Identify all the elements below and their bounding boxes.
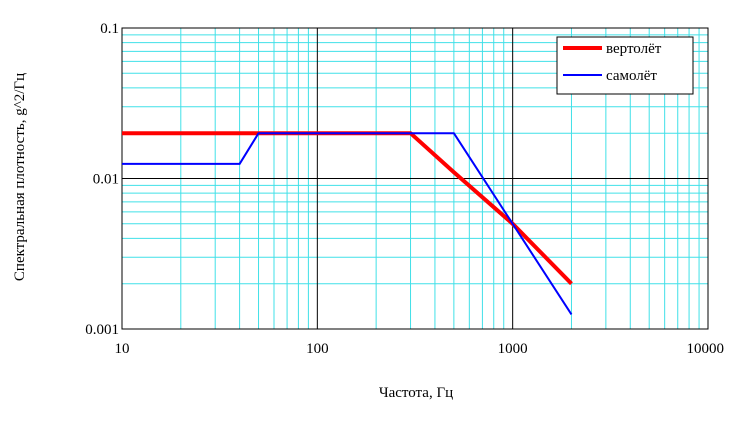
legend-label: вертолёт (606, 41, 662, 57)
x-tick-label: 100 (306, 341, 329, 357)
legend-items: вертолёт самолёт (563, 41, 662, 84)
plot-frame (121, 27, 709, 330)
y-tick-label: 0.1 (100, 21, 119, 37)
x-tick-label: 10000 (687, 341, 725, 357)
major-grid (122, 28, 708, 329)
x-tick-labels: 10 100 1000 10000 (115, 341, 725, 357)
y-axis-label: Спектральная плотность, g^2/Гц (12, 73, 28, 281)
x-tick-label: 10 (115, 341, 130, 357)
series-layer (122, 131, 573, 315)
y-tick-label: 0.001 (85, 322, 119, 338)
y-tick-labels: 0.001 0.01 0.1 (85, 21, 119, 338)
x-axis-label: Частота, Гц (379, 385, 453, 401)
y-tick-label: 0.01 (93, 172, 119, 188)
legend: вертолёт самолёт (556, 36, 694, 95)
x-tick-label: 1000 (498, 341, 528, 357)
legend-label: самолёт (606, 68, 657, 84)
series-line-2 (122, 132, 573, 315)
